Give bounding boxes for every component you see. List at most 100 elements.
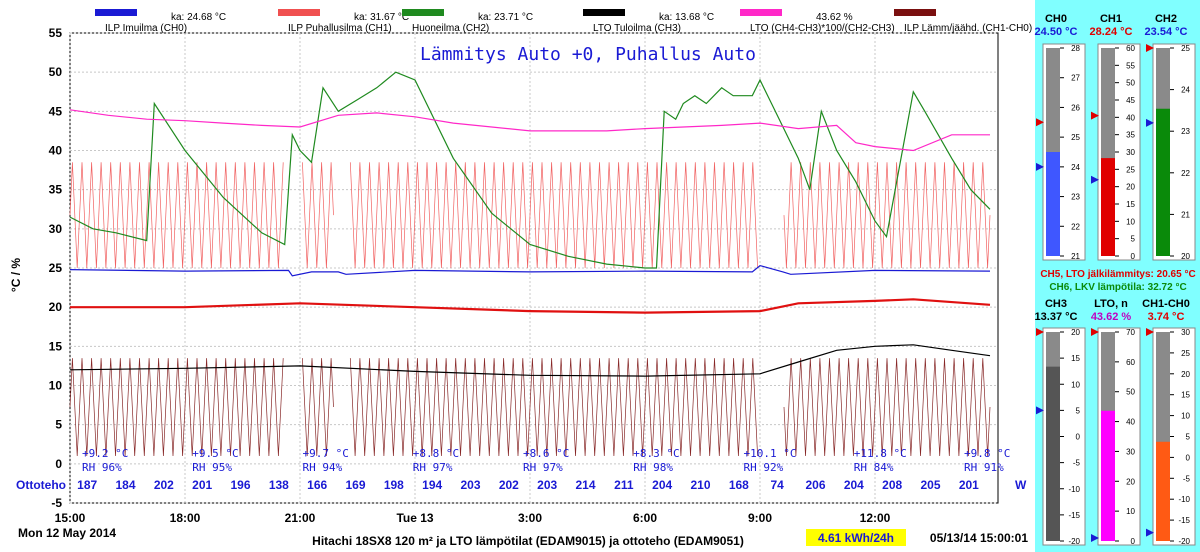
y-tick-label: 10 — [49, 379, 63, 393]
gauge-tick-label: 20 — [1126, 183, 1135, 192]
gauge-max-marker — [1146, 44, 1154, 52]
gauge-extra-reading: CH5, LTO jälkilämmitys: 20.65 °C — [1040, 269, 1195, 280]
gauge-tick-label: 35 — [1126, 131, 1135, 140]
gauge-tick-label: 0 — [1186, 453, 1191, 462]
gauge-tick-label: 24 — [1071, 163, 1080, 172]
weather-temp: +9.2 °C — [82, 447, 128, 460]
series-layer — [69, 71, 991, 457]
gauge-tick-label: 70 — [1126, 328, 1135, 337]
y-tick-label: 5 — [55, 418, 62, 432]
gauge-tick-label: 15 — [1126, 200, 1135, 209]
y-tick-label: 0 — [55, 457, 62, 471]
gauge-title: CH2 — [1155, 13, 1177, 25]
series-line — [69, 109, 990, 152]
footer-date: Mon 12 May 2014 — [18, 526, 116, 540]
gauge-tick-label: -10 — [1178, 495, 1190, 504]
y-tick-label: 30 — [49, 222, 63, 236]
gauge-tick-label: 25 — [1071, 133, 1080, 142]
gauge-tick-label: -20 — [1178, 537, 1190, 546]
gauge-tick-label: 50 — [1126, 388, 1135, 397]
gauge-value: 13.37 °C — [1035, 311, 1078, 323]
gauge-tick-label: 10 — [1126, 217, 1135, 226]
y-axis-label: °C / % — [9, 258, 23, 292]
gauge-tick-label: 26 — [1071, 103, 1080, 112]
chart-title: Lämmitys Auto +0, Puhallus Auto — [420, 44, 756, 65]
gauge-tick-label: 20 — [1126, 477, 1135, 486]
weather-temp: +9.5 °C — [192, 447, 238, 460]
series-line — [69, 358, 991, 457]
ottoteho-value: 203 — [537, 478, 557, 492]
weather-rh: RH 94% — [303, 461, 343, 474]
weather-rh: RH 96% — [82, 461, 122, 474]
gauge-tick-label: 27 — [1071, 74, 1080, 83]
ottoteho-value: 204 — [844, 478, 864, 492]
gauge-value: 3.74 °C — [1148, 311, 1185, 323]
series-line — [69, 344, 991, 377]
legend-stat: ka: 23.71 °C — [478, 12, 533, 23]
gauge-fill — [1156, 441, 1170, 541]
legend-label: ILP Imuilma (CH0) — [105, 23, 187, 34]
axes: -5 0 5 10 15 20 25 30 35 40 45 50 55 15:00 18:00 21:00 T… — [49, 26, 891, 525]
gauge-tick-label: 60 — [1126, 44, 1135, 53]
gauge-extra-reading: CH6, LKV lämpötila: 32.72 °C — [1049, 282, 1186, 293]
gauge-tick-label: 40 — [1126, 418, 1135, 427]
ottoteho-value: 203 — [460, 478, 480, 492]
gauge-tick-label: 15 — [1071, 354, 1080, 363]
legend-swatch — [583, 9, 625, 16]
gauge-tick-label: 25 — [1181, 44, 1190, 53]
ottoteho-label: Ottoteho — [16, 478, 66, 492]
gauge-tick-label: 25 — [1126, 165, 1135, 174]
energy-value: 4.61 kWh/24h — [818, 531, 894, 545]
ottoteho-value: 198 — [384, 478, 404, 492]
gauge-fill — [1046, 152, 1060, 256]
x-tick-label: 18:00 — [170, 511, 201, 525]
gauge-max-marker — [1036, 118, 1044, 127]
y-tick-label: -5 — [51, 496, 62, 510]
x-tick-label: 15:00 — [55, 511, 86, 525]
weather-temp: +8.6 °C — [523, 447, 569, 460]
series-line — [69, 71, 991, 269]
legend-swatch — [894, 9, 936, 16]
ottoteho-value: 201 — [959, 478, 979, 492]
legend-swatch — [402, 9, 444, 16]
gauge-tick-label: 20 — [1181, 252, 1190, 261]
gauge-value: 23.54 °C — [1145, 26, 1188, 38]
ottoteho-value: 204 — [652, 478, 672, 492]
gauge-fill — [1156, 108, 1170, 257]
footer-caption: Hitachi 18SX8 120 m² ja LTO lämpötilat (… — [312, 534, 744, 548]
weather-temp: +9.7 °C — [303, 447, 349, 460]
ottoteho-value: 205 — [920, 478, 940, 492]
gauge-bottom: LTO, n43.62 % 70 60 50 40 30 20 10 0 — [1091, 298, 1141, 546]
x-tick-label: 12:00 — [860, 511, 891, 525]
legend-swatch — [740, 9, 782, 16]
y-tick-label: 55 — [49, 26, 63, 40]
gauge-tick-label: -15 — [1068, 511, 1080, 520]
gauge-min-marker — [1146, 118, 1154, 127]
gauge-tick-label: -20 — [1068, 537, 1080, 546]
gauge-tick-label: 0 — [1076, 433, 1081, 442]
ottoteho-value: 187 — [77, 478, 97, 492]
gauge-tick-label: 55 — [1126, 61, 1135, 70]
gauge-min-marker — [1091, 534, 1099, 543]
gauge-tick-label: 15 — [1181, 391, 1190, 400]
ottoteho-value: 168 — [729, 478, 749, 492]
gauge-tick-label: 10 — [1181, 412, 1190, 421]
series-line — [70, 298, 991, 314]
gauge-min-marker — [1146, 528, 1154, 537]
y-tick-label: 50 — [49, 65, 63, 79]
gauge-tick-label: 5 — [1186, 433, 1191, 442]
ottoteho-row: Ottoteho W 187 184 202 201 196 138 166 169 198 194 2… — [16, 478, 1027, 492]
gauge-tick-label: -5 — [1073, 459, 1081, 468]
weather-rh: RH 97% — [523, 461, 563, 474]
weather-temp: +10.1 °C — [744, 447, 797, 460]
gauge-tick-label: 50 — [1126, 79, 1135, 88]
gauge-title: CH3 — [1045, 298, 1067, 310]
gauge-tick-label: 25 — [1181, 349, 1190, 358]
ottoteho-value: 74 — [770, 478, 784, 492]
ottoteho-value: 208 — [882, 478, 902, 492]
gauge-tick-label: 20 — [1181, 370, 1190, 379]
